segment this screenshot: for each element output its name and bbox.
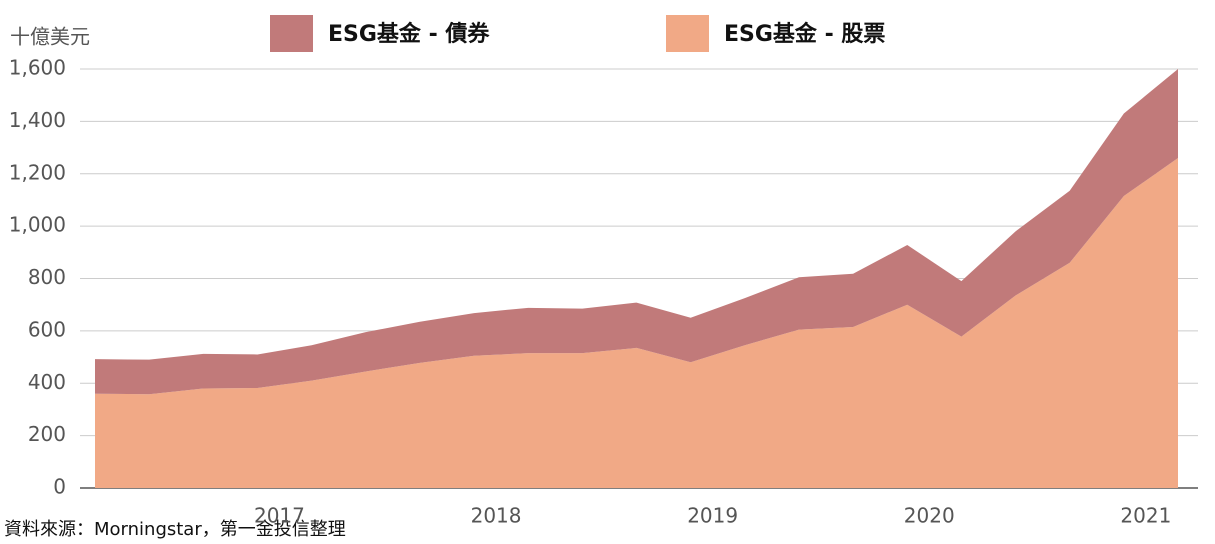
legend-swatch — [270, 15, 313, 52]
y-tick-label: 800 — [28, 265, 66, 289]
x-tick-label: 2018 — [471, 504, 522, 528]
area — [95, 158, 1178, 488]
legend-label: ESG基金 - 債券 — [328, 21, 490, 47]
y-tick-label: 600 — [28, 317, 66, 341]
x-tick-label: 2020 — [904, 504, 955, 528]
source-note: 資料來源：Morningstar，第一金投信整理 — [4, 519, 346, 540]
x-tick-label: 2021 — [1120, 504, 1171, 528]
y-tick-label: 1,400 — [9, 108, 66, 132]
y-tick-label: 1,600 — [9, 56, 66, 80]
y-tick-label: 400 — [28, 370, 66, 394]
x-tick-label: 2019 — [687, 504, 738, 528]
areas — [95, 69, 1178, 488]
y-tick-label: 200 — [28, 422, 66, 446]
x-tick-label: 2017 — [254, 504, 305, 528]
legend-label: ESG基金 - 股票 — [724, 21, 885, 47]
y-tick-label: 0 — [53, 475, 66, 499]
y-axis-label: 十億美元 — [10, 25, 90, 49]
y-tick-label: 1,000 — [9, 213, 66, 237]
area — [95, 69, 1178, 395]
y-tick-label: 1,200 — [9, 160, 66, 184]
legend-swatch — [666, 15, 709, 52]
